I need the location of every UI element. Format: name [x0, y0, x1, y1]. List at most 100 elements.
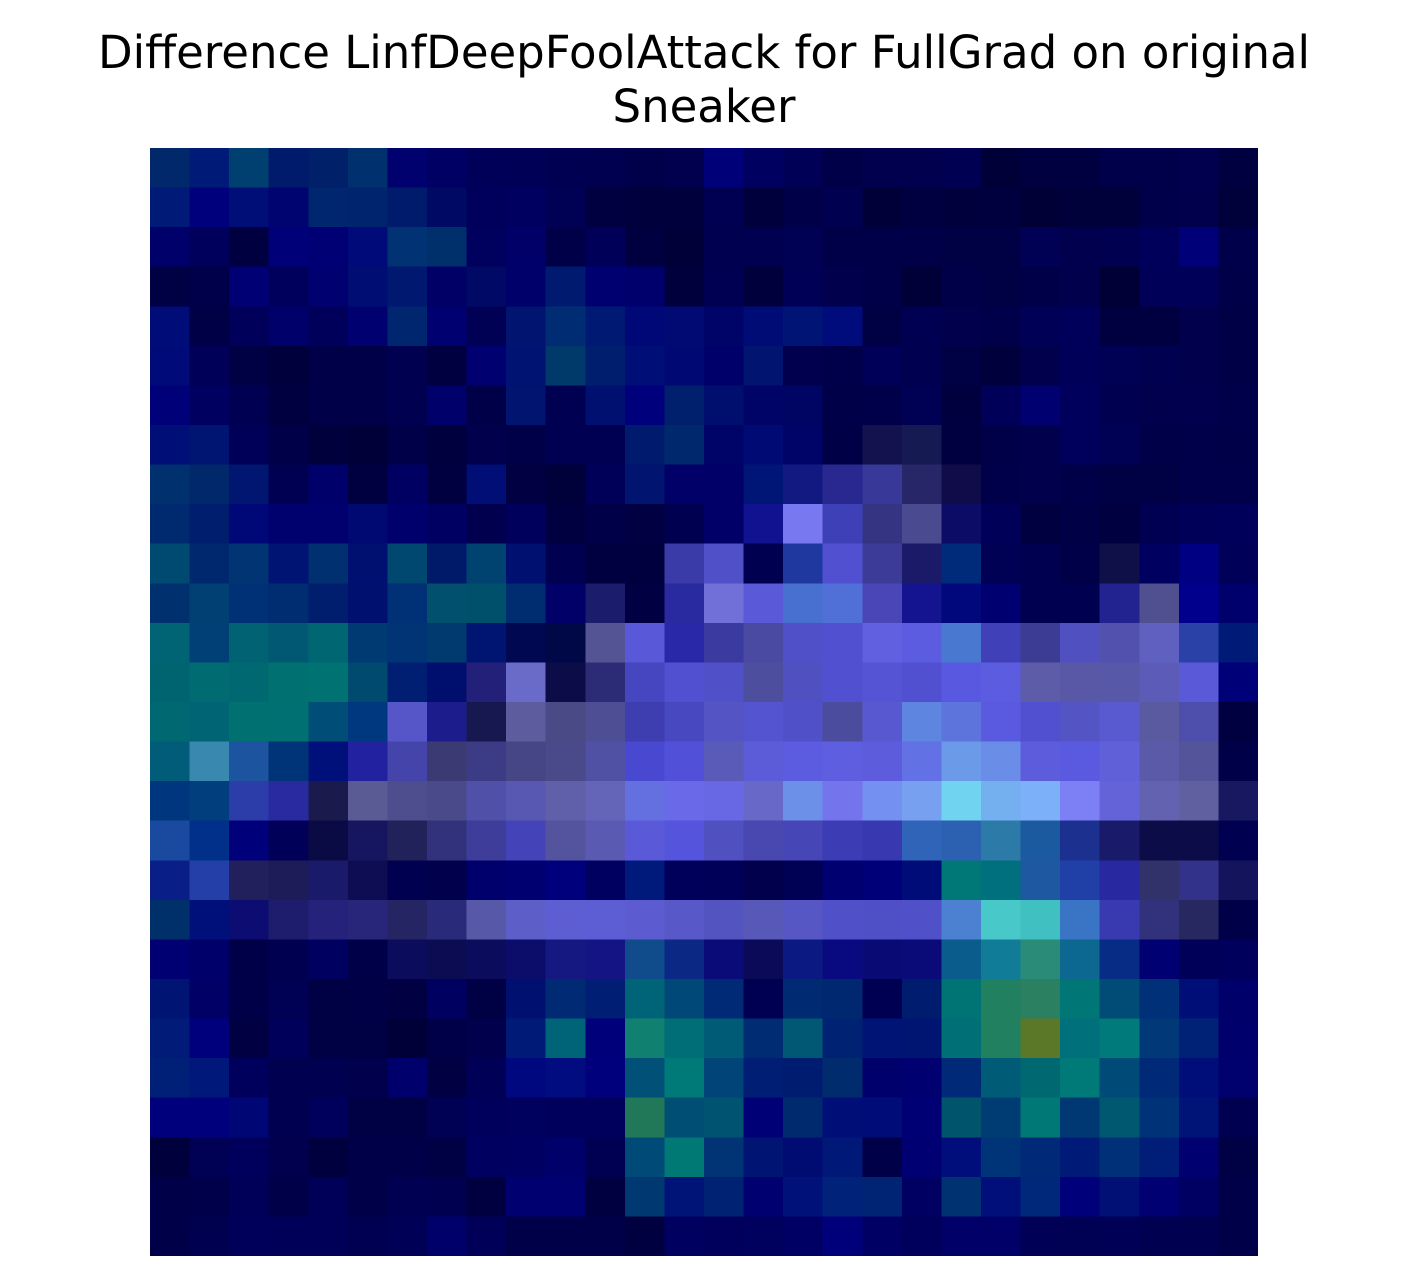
heatmap-cell	[427, 939, 468, 980]
heatmap-cell	[862, 187, 903, 228]
heatmap-cell	[822, 1018, 863, 1059]
heatmap-cell	[268, 622, 309, 664]
heatmap-cell	[1218, 741, 1258, 782]
heatmap-cell	[1218, 227, 1258, 268]
heatmap-cell	[585, 622, 626, 664]
heatmap-cell	[664, 702, 705, 743]
heatmap-cell	[901, 622, 943, 664]
heatmap-cell	[1218, 1097, 1258, 1138]
heatmap-cell	[783, 1058, 824, 1099]
heatmap-cell	[585, 266, 626, 307]
heatmap-cell	[664, 1176, 705, 1218]
heatmap-cell	[427, 781, 468, 822]
heatmap-cell	[862, 1097, 903, 1138]
heatmap-cell	[783, 187, 824, 228]
heatmap-cell	[862, 899, 903, 941]
heatmap-cell	[901, 1018, 943, 1059]
heatmap-cell	[624, 1216, 666, 1256]
heatmap-cell	[506, 385, 547, 426]
heatmap-cell	[743, 820, 784, 861]
heatmap-cell	[387, 1176, 428, 1218]
heatmap-cell	[1178, 820, 1220, 861]
heatmap-cell	[941, 306, 982, 347]
heatmap-cell	[268, 464, 309, 505]
heatmap-cell	[387, 464, 428, 505]
heatmap-cell	[743, 385, 784, 426]
heatmap-cell	[624, 504, 666, 545]
heatmap-cell	[1060, 820, 1101, 861]
heatmap-cell	[743, 899, 784, 941]
heatmap-cell	[901, 1216, 943, 1256]
heatmap-cell	[545, 148, 586, 189]
heatmap-cell	[387, 781, 428, 822]
heatmap-cell	[150, 1216, 191, 1256]
heatmap-cell	[664, 1097, 705, 1138]
heatmap-cell	[1060, 187, 1101, 228]
heatmap-cell	[347, 1216, 389, 1256]
heatmap-cell	[229, 820, 270, 861]
heatmap-cell	[347, 939, 389, 980]
heatmap-cell	[981, 583, 1022, 624]
heatmap-cell	[1099, 702, 1140, 743]
heatmap-cell	[229, 979, 270, 1020]
heatmap-cell	[1139, 464, 1180, 505]
heatmap-cell	[506, 425, 547, 466]
heatmap-cell	[901, 741, 943, 782]
chart-title: Difference LinfDeepFoolAttack for FullGr…	[0, 26, 1408, 134]
heatmap-cell	[545, 345, 586, 387]
heatmap-cell	[1178, 781, 1220, 822]
heatmap-cell	[1099, 266, 1140, 307]
heatmap-cell	[1139, 187, 1180, 228]
heatmap-cell	[901, 425, 943, 466]
heatmap-cell	[268, 820, 309, 861]
heatmap-cell	[783, 464, 824, 505]
heatmap-cell	[308, 583, 349, 624]
heatmap-cell	[347, 622, 389, 664]
heatmap-cell	[1020, 702, 1061, 743]
heatmap-cell	[1020, 1176, 1061, 1218]
heatmap-cell	[981, 781, 1022, 822]
heatmap-cell	[1060, 741, 1101, 782]
heatmap-cell	[268, 781, 309, 822]
heatmap-cell	[901, 781, 943, 822]
heatmap-cell	[545, 306, 586, 347]
heatmap-cell	[1218, 583, 1258, 624]
heatmap-cell	[822, 345, 863, 387]
heatmap-cell	[347, 899, 389, 941]
heatmap-cell	[1060, 148, 1101, 189]
heatmap-cell	[150, 148, 191, 189]
heatmap-cell	[506, 1097, 547, 1138]
heatmap-cell	[189, 1137, 230, 1178]
heatmap-cell	[229, 187, 270, 228]
heatmap-cell	[624, 385, 666, 426]
heatmap-cell	[941, 345, 982, 387]
heatmap-cell	[704, 385, 745, 426]
heatmap-cell	[1060, 425, 1101, 466]
heatmap-cell	[941, 781, 982, 822]
heatmap-cell	[822, 504, 863, 545]
heatmap-cell	[347, 702, 389, 743]
heatmap-cell	[1178, 741, 1220, 782]
heatmap-cell	[862, 1137, 903, 1178]
heatmap-cell	[1178, 385, 1220, 426]
heatmap-cell	[624, 1176, 666, 1218]
heatmap-cell	[466, 148, 507, 189]
heatmap-cell	[1060, 306, 1101, 347]
heatmap-cell	[1218, 1176, 1258, 1218]
heatmap-cell	[783, 1097, 824, 1138]
heatmap-cell	[1139, 385, 1180, 426]
heatmap-cell	[981, 1097, 1022, 1138]
heatmap-cell	[783, 702, 824, 743]
heatmap-cell	[981, 979, 1022, 1020]
heatmap-cell	[901, 148, 943, 189]
heatmap-cell	[347, 1137, 389, 1178]
heatmap-cell	[545, 860, 586, 901]
heatmap-cell	[229, 504, 270, 545]
heatmap-cell	[1178, 860, 1220, 901]
heatmap-cell	[981, 1018, 1022, 1059]
heatmap-cell	[585, 820, 626, 861]
heatmap-cell	[822, 266, 863, 307]
heatmap-cell	[624, 306, 666, 347]
heatmap-cell	[862, 860, 903, 901]
heatmap-cell	[1178, 543, 1220, 584]
